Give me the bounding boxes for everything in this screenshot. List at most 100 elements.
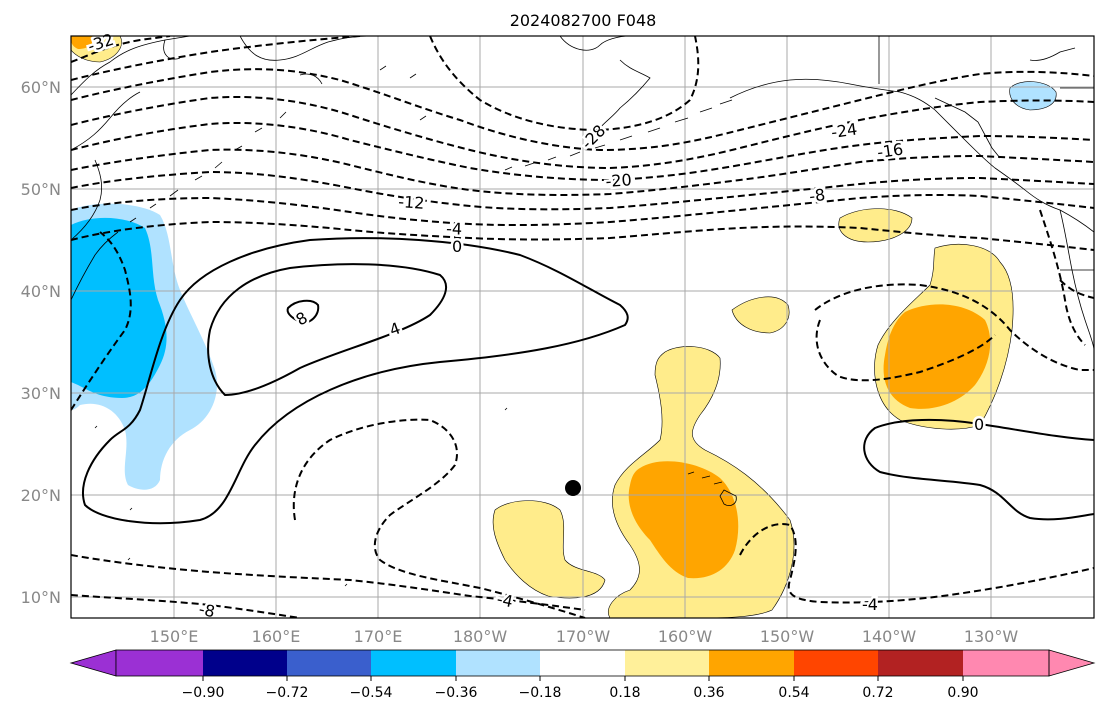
colorbar-bin-6 — [625, 650, 709, 676]
alaska-west-coast — [559, 36, 651, 136]
contour-label-neg8-north: -8 — [808, 185, 826, 206]
aleutian-chain — [504, 99, 733, 171]
lon-label-170e: 170°E — [354, 627, 403, 646]
contour-neg-12 — [71, 170, 1094, 211]
hawaii-islands — [687, 471, 737, 506]
colorbar-bin-10 — [963, 650, 1049, 676]
contour-label-neg12: -12 — [398, 192, 425, 213]
contour-neg-4-east — [739, 523, 1094, 604]
colorbar-frame — [115, 649, 1050, 677]
contour-label-neg20: -20 — [605, 170, 632, 191]
colorbar-bin-3 — [371, 650, 456, 676]
gridlines — [71, 36, 1094, 618]
contour-neg-4-south — [71, 554, 586, 611]
alaska-panhandle — [934, 47, 1076, 159]
lon-label-170w: 170°W — [556, 627, 611, 646]
contour-neg-24a — [71, 68, 1094, 152]
colorbar-bin-9 — [878, 650, 963, 676]
contour-neg-8-east-loop — [814, 283, 1094, 382]
lat-label-10n: 10°N — [21, 588, 61, 607]
colorbar-tick-label-4: −0.18 — [519, 685, 562, 701]
small-islands — [94, 407, 508, 587]
map-frame — [70, 35, 1095, 619]
colorbar-bin-2 — [287, 650, 371, 676]
colorbar-tick-label-2: −0.54 — [350, 685, 393, 701]
colorbar-tick-label-0: −0.90 — [182, 685, 225, 701]
contour-neg-west-lower — [71, 231, 132, 411]
contour-label-neg24: -24 — [830, 120, 859, 142]
bering-islands — [379, 65, 427, 121]
colorbar-tick-label-7: 0.54 — [778, 685, 809, 701]
colorbar-bin-0 — [116, 650, 203, 676]
contour-neg-20 — [71, 121, 1094, 182]
lon-label-150e: 150°E — [150, 627, 199, 646]
lon-label-180w: 180°W — [453, 627, 508, 646]
lat-label-20n: 20°N — [21, 486, 61, 505]
lon-label-160w: 160°W — [658, 627, 713, 646]
colorbar-extend-right — [1048, 649, 1096, 677]
lon-label-140w: 140°W — [862, 627, 917, 646]
colorbar-tick-label-1: −0.72 — [266, 685, 309, 701]
contour-label-neg16: -16 — [876, 140, 905, 162]
negative-anomaly-fills — [71, 81, 1057, 490]
contour-eight-west — [286, 299, 320, 324]
longitude-labels: 150°E 160°E 170°E 180°W 170°W 160°W 150°… — [150, 627, 1019, 646]
contour-label-neg4-east: -4 — [862, 595, 878, 614]
lat-label-50n: 50°N — [21, 180, 61, 199]
colorbar-tick-label-3: −0.36 — [435, 685, 478, 701]
contour-neg-28 — [71, 36, 700, 132]
colorbar-bin-8 — [794, 650, 878, 676]
latitude-labels: 60°N 50°N 40°N 30°N 20°N 10°N — [21, 78, 61, 607]
fill-orange-corner — [71, 36, 95, 49]
contour-label-neg28: -28 — [577, 121, 609, 153]
colorbar: −0.90 −0.72 −0.54 −0.36 −0.18 0.18 0.36 … — [69, 649, 1096, 701]
contour-zero-west — [82, 237, 629, 525]
contour-label-neg4-south: -4 — [495, 589, 515, 611]
contour-lines — [71, 36, 1094, 618]
contour-neg-32 — [71, 36, 171, 63]
kamchatka-coast — [71, 36, 191, 151]
lon-label-150w: 150°W — [760, 627, 815, 646]
location-marker — [565, 480, 581, 496]
lat-label-40n: 40°N — [21, 282, 61, 301]
contour-neg-16 — [71, 148, 1094, 196]
fill-orange-hawaii — [628, 461, 739, 579]
fill-yellow-north — [838, 208, 913, 243]
fill-lightblue-alaska — [1009, 81, 1057, 111]
colorbar-bin-4 — [456, 650, 540, 676]
fill-orange-east-pacific — [883, 304, 991, 409]
colorbar-tick-label-5: 0.18 — [609, 685, 640, 701]
contour-neg-south-loop — [292, 418, 586, 618]
contour-neg-4a — [71, 220, 1094, 251]
map-area — [71, 36, 1094, 618]
fill-yellow-west — [492, 500, 606, 599]
chukotka-coast — [239, 36, 371, 85]
colorbar-ticks — [202, 676, 964, 681]
gulf-of-alaska-coast — [729, 78, 1094, 233]
west-coast-usa — [1059, 209, 1094, 351]
lon-label-160e: 160°E — [252, 627, 301, 646]
contour-neg-8-south — [71, 594, 301, 618]
colorbar-bin-1 — [203, 650, 287, 676]
colorbar-bin-7 — [709, 650, 794, 676]
colorbar-tick-label-8: 0.72 — [862, 685, 893, 701]
colorbar-tick-label-9: 0.90 — [947, 685, 978, 701]
contour-neg-24b — [71, 95, 1094, 170]
lon-label-130w: 130°W — [964, 627, 1019, 646]
coastlines — [71, 36, 1094, 587]
orange-anomaly-fills — [71, 36, 991, 579]
contour-label-neg4-north: -4 — [446, 219, 463, 239]
contour-neg-8a — [71, 193, 1094, 227]
contour-neg-east-coast — [1039, 209, 1094, 346]
contour-label-eight: 8 — [293, 308, 311, 330]
fill-deepskyblue-west — [71, 217, 167, 398]
contour-zero-east — [863, 418, 1094, 521]
colorbar-extend-left — [69, 649, 117, 677]
contour-four-west — [207, 263, 448, 397]
canada-us-border — [878, 36, 1094, 271]
lat-label-60n: 60°N — [21, 78, 61, 97]
contour-label-zero-west: 0 — [452, 237, 462, 256]
colorbar-bin-5 — [540, 650, 625, 676]
colorbar-tick-label-6: 0.36 — [693, 685, 724, 701]
